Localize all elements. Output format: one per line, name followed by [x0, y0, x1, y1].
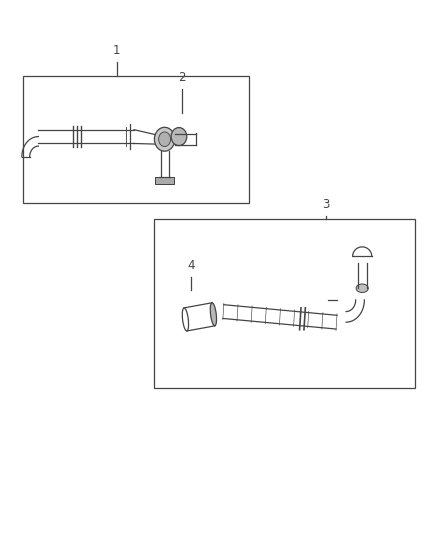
Bar: [154, 219, 415, 389]
Ellipse shape: [155, 127, 175, 151]
Ellipse shape: [171, 127, 187, 146]
Text: 2: 2: [178, 70, 186, 84]
Text: 1: 1: [113, 44, 120, 57]
Bar: [155, 177, 174, 184]
Ellipse shape: [356, 284, 368, 293]
Text: 4: 4: [187, 259, 194, 272]
Ellipse shape: [210, 303, 216, 326]
Text: 3: 3: [322, 198, 329, 211]
Bar: [23, 76, 250, 203]
Ellipse shape: [159, 132, 170, 147]
Ellipse shape: [182, 308, 189, 331]
